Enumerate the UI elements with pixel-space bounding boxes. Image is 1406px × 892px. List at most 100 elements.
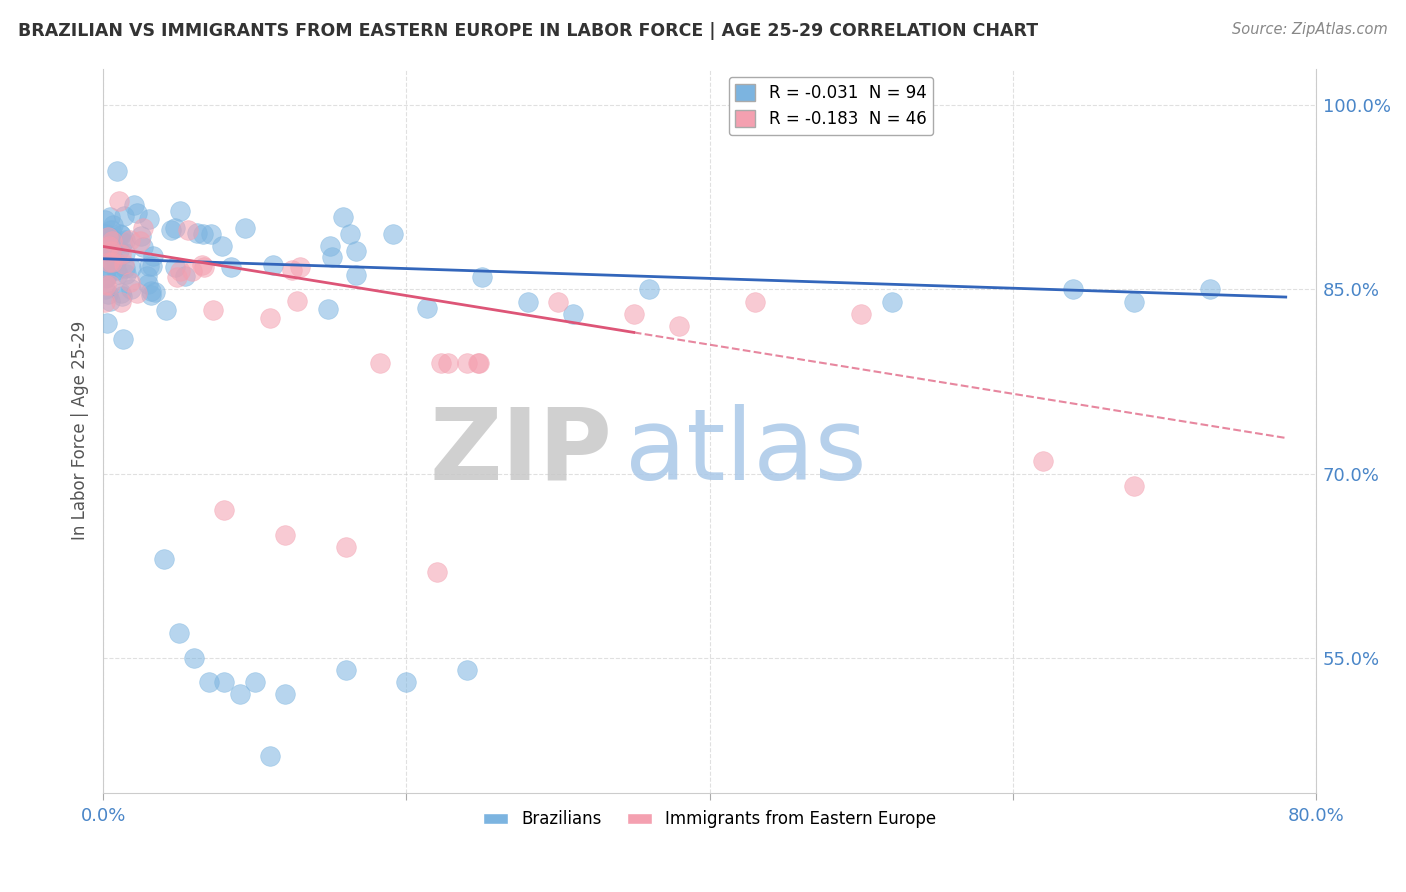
Point [139,288,162,302]
Point [122,197,145,211]
Point [395,675,418,690]
Point [228,688,250,702]
Point [98,210,121,224]
Point [1199,282,1222,296]
Point [152,552,174,566]
Point [114,246,136,260]
Point [547,294,569,309]
Point [100,244,122,259]
Point [456,356,478,370]
Point [281,263,304,277]
Legend: Brazilians, Immigrants from Eastern Europe: Brazilians, Immigrants from Eastern Euro… [477,804,943,835]
Point [100,230,122,244]
Point [177,223,200,237]
Point [96,316,118,330]
Point [744,294,766,309]
Point [105,163,128,178]
Point [93,255,115,269]
Text: ZIP: ZIP [430,404,613,500]
Point [233,221,256,235]
Point [165,260,187,275]
Point [456,663,478,677]
Point [120,283,142,297]
Point [416,301,439,316]
Point [114,209,136,223]
Point [143,285,166,299]
Point [107,243,129,257]
Point [98,232,121,246]
Point [1123,479,1146,493]
Point [118,275,141,289]
Point [101,256,124,270]
Point [468,356,491,370]
Point [562,307,585,321]
Point [105,263,128,277]
Point [132,240,155,254]
Point [344,268,367,283]
Point [159,223,181,237]
Point [186,226,208,240]
Point [173,268,195,283]
Point [93,232,115,246]
Point [193,260,215,274]
Point [110,294,132,309]
Point [262,258,284,272]
Point [191,258,214,272]
Point [110,286,132,301]
Point [211,239,233,253]
Point [93,235,115,249]
Point [141,259,163,273]
Point [219,260,242,275]
Point [110,227,132,241]
Point [319,239,342,253]
Point [98,278,121,293]
Point [181,264,204,278]
Point [111,288,134,302]
Point [332,210,354,224]
Point [516,294,538,309]
Point [112,257,135,271]
Point [98,294,121,309]
Point [169,204,191,219]
Point [1062,282,1084,296]
Point [100,244,122,258]
Text: atlas: atlas [624,404,866,500]
Point [288,260,311,274]
Point [105,255,128,269]
Point [382,227,405,242]
Point [142,249,165,263]
Point [155,303,177,318]
Point [214,675,236,690]
Point [335,540,357,554]
Point [243,675,266,690]
Point [1123,294,1146,309]
Point [120,261,142,276]
Point [100,234,122,248]
Point [436,356,458,370]
Point [165,220,187,235]
Point [98,238,121,252]
Point [138,260,160,274]
Point [274,528,297,542]
Point [259,748,281,763]
Point [94,294,117,309]
Point [97,229,120,244]
Point [127,285,149,300]
Point [668,319,690,334]
Point [335,663,357,677]
Point [471,270,494,285]
Point [623,307,645,321]
Point [107,194,129,208]
Point [321,250,343,264]
Point [183,650,205,665]
Point [93,251,115,265]
Point [94,212,117,227]
Y-axis label: In Labor Force | Age 25-29: In Labor Force | Age 25-29 [72,321,89,541]
Point [368,356,391,370]
Point [94,270,117,285]
Point [94,263,117,277]
Point [136,269,159,284]
Point [114,260,136,275]
Point [259,310,281,325]
Point [132,221,155,235]
